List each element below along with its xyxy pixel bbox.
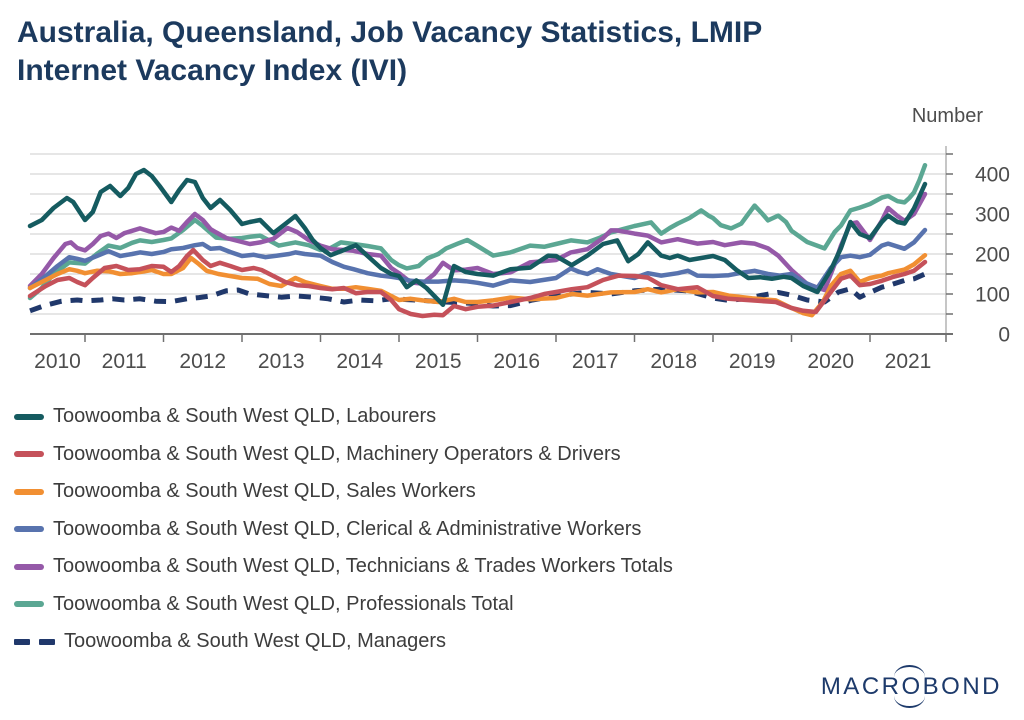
legend-item: Toowoomba & South West QLD, Professional… [14,586,673,624]
chart-plot-area: 0 100 200 300 400 2010 2011 2012 2013 2014 2015 201… [27,146,1010,373]
legend-item: Toowoomba & South West QLD, Machinery Op… [14,436,673,474]
legend-swatch [14,488,44,495]
y-axis-unit-label: Number [911,105,983,127]
legend-label: Toowoomba & South West QLD, Managers [64,630,447,653]
legend-label: Toowoomba & South West QLD, Labourers [53,405,437,428]
series-line [27,162,928,301]
chart-title-line2: Internet Vacancy Index (IVI) [17,54,408,87]
x-axis-label: 2016 [493,350,540,373]
legend-label: Toowoomba & South West QLD, Sales Worker… [53,480,476,503]
y-axis-label: 300 [975,204,1010,227]
logo-text-pre: MACR [820,673,902,700]
x-axis-label: 2017 [572,350,619,373]
legend-item: Toowoomba & South West QLD, Managers [14,623,673,661]
legend-swatch [14,451,44,458]
chart-title-line1: Australia, Queensland, Job Vacancy Stati… [17,16,763,49]
legend-item: Toowoomba & South West QLD, Labourers [14,398,673,436]
legend-item: Toowoomba & South West QLD, Clerical & A… [14,511,673,549]
chart-legend: Toowoomba & South West QLD, Labourers Too… [14,398,673,661]
legend-item: Toowoomba & South West QLD, Sales Worker… [14,473,673,511]
series-line [27,167,928,308]
x-axis-label: 2011 [102,350,147,373]
logo-o-letter: O [901,673,923,700]
legend-label: Toowoomba & South West QLD, Machinery Op… [53,442,621,465]
legend-label: Toowoomba & South West QLD, Professional… [53,592,514,615]
legend-swatch [14,601,44,608]
y-axis-label: 0 [998,324,1010,347]
x-axis-label: 2019 [729,350,776,373]
legend-label: Toowoomba & South West QLD, Clerical & A… [53,517,642,540]
series-line [27,247,928,319]
legend-dash-swatch [14,638,30,645]
legend-swatch [14,526,44,533]
x-axis-label: 2021 [885,350,932,373]
legend-swatch [14,413,44,420]
x-axis-label: 2020 [807,350,854,373]
x-axis-label: 2015 [415,350,462,373]
x-axis-label: 2012 [179,350,226,373]
legend-swatch [14,563,44,570]
series-line [29,271,926,314]
x-axis-label: 2014 [336,350,383,373]
macrobond-logo: MACROBOND [820,665,1002,708]
legend-dash-swatch [39,638,55,645]
logo-text-post: BOND [922,673,1002,700]
chart-title: Australia, Queensland, Job Vacancy Stati… [17,14,977,90]
y-axis-label: 400 [975,164,1010,187]
x-axis-label: 2010 [34,350,81,373]
legend-label: Toowoomba & South West QLD, Technicians … [53,555,673,578]
legend-item: Toowoomba & South West QLD, Technicians … [14,548,673,586]
series-line [27,252,928,318]
logo-o-mark: O [894,665,926,708]
x-axis-label: 2013 [258,350,305,373]
y-axis-label: 200 [975,244,1010,267]
y-axis-label: 100 [975,284,1010,307]
series-line [27,227,928,291]
x-axis-label: 2018 [650,350,697,373]
